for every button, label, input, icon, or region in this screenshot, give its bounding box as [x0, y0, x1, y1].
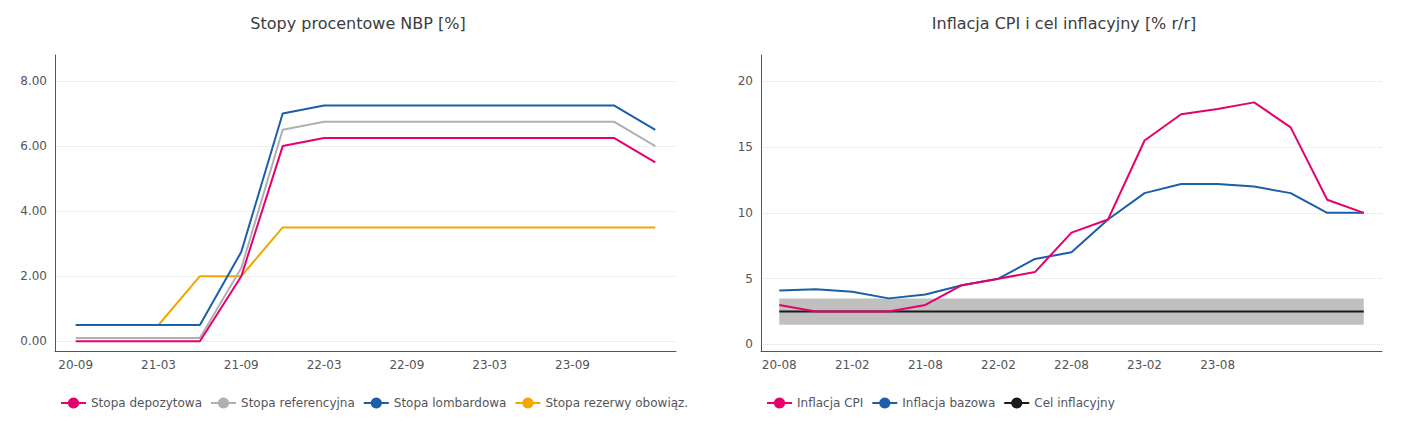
svg-text:10: 10	[738, 206, 753, 220]
svg-text:Stopy procentowe NBP [%]: Stopy procentowe NBP [%]	[250, 14, 465, 33]
svg-text:20: 20	[738, 74, 753, 88]
svg-text:21-03: 21-03	[141, 358, 176, 372]
svg-text:Stopa depozytowa: Stopa depozytowa	[91, 396, 202, 410]
svg-text:Inflacja bazowa: Inflacja bazowa	[902, 396, 995, 410]
svg-text:21-09: 21-09	[224, 358, 259, 372]
svg-text:23-02: 23-02	[1127, 358, 1162, 372]
svg-text:22-09: 22-09	[389, 358, 424, 372]
svg-text:Stopa rezerwy obowiąz.: Stopa rezerwy obowiąz.	[545, 396, 688, 410]
svg-text:22-02: 22-02	[981, 358, 1016, 372]
svg-text:20-09: 20-09	[58, 358, 93, 372]
svg-text:23-03: 23-03	[472, 358, 507, 372]
svg-text:Stopa lombardowa: Stopa lombardowa	[394, 396, 507, 410]
svg-text:6.00: 6.00	[20, 139, 47, 153]
svg-text:23-09: 23-09	[555, 358, 590, 372]
svg-text:4.00: 4.00	[20, 204, 47, 218]
svg-text:5: 5	[745, 272, 753, 286]
svg-text:Cel inflacyjny: Cel inflacyjny	[1034, 396, 1115, 410]
svg-text:21-08: 21-08	[908, 358, 943, 372]
svg-text:21-02: 21-02	[835, 358, 870, 372]
svg-text:22-03: 22-03	[307, 358, 342, 372]
svg-text:Stopa referencyjna: Stopa referencyjna	[241, 396, 355, 410]
svg-text:Inflacja CPI: Inflacja CPI	[797, 396, 863, 410]
svg-text:0: 0	[745, 337, 753, 351]
svg-text:Inflacja CPI i cel inflacyjny: Inflacja CPI i cel inflacyjny [% r/r]	[932, 14, 1196, 33]
svg-text:23-08: 23-08	[1200, 358, 1235, 372]
svg-text:2.00: 2.00	[20, 269, 47, 283]
svg-text:20-08: 20-08	[762, 358, 797, 372]
svg-text:8.00: 8.00	[20, 74, 47, 88]
svg-text:22-08: 22-08	[1054, 358, 1089, 372]
svg-text:0.00: 0.00	[20, 334, 47, 348]
svg-text:15: 15	[738, 140, 753, 154]
